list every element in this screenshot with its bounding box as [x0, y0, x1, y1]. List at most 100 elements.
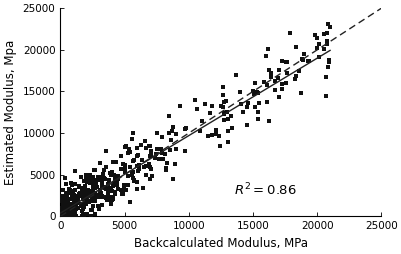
Point: [93, 180, 99, 184]
Point: [58, 214, 65, 218]
Point: [103, 198, 110, 202]
Point: [261, 54, 268, 58]
Point: [114, 187, 121, 191]
Point: [124, 173, 131, 178]
Point: [64, 214, 71, 218]
Point: [70, 214, 77, 218]
Point: [91, 199, 98, 203]
Point: [77, 204, 84, 208]
Point: [315, 42, 321, 46]
Point: [59, 214, 65, 218]
Point: [81, 205, 87, 209]
Point: [134, 187, 140, 191]
Point: [93, 195, 99, 199]
Point: [81, 195, 88, 199]
Point: [90, 186, 97, 190]
Point: [63, 214, 70, 218]
Point: [70, 193, 77, 197]
Point: [104, 182, 111, 186]
Point: [296, 69, 302, 73]
Point: [79, 188, 86, 193]
Point: [163, 161, 170, 165]
Point: [146, 144, 152, 148]
Point: [68, 197, 75, 201]
Point: [110, 160, 116, 164]
Point: [66, 214, 72, 218]
Point: [98, 184, 105, 188]
Point: [131, 179, 137, 183]
Point: [237, 102, 244, 106]
Point: [99, 182, 105, 186]
Point: [119, 192, 126, 196]
Point: [313, 46, 320, 50]
Point: [274, 76, 281, 80]
Point: [58, 214, 65, 218]
Point: [63, 201, 69, 205]
Point: [111, 175, 118, 179]
Point: [243, 105, 249, 109]
Point: [61, 214, 67, 218]
Point: [83, 199, 89, 203]
Point: [65, 202, 72, 206]
Point: [99, 172, 105, 177]
Point: [253, 90, 260, 94]
Point: [130, 159, 136, 163]
Point: [95, 175, 101, 179]
Point: [64, 200, 70, 204]
Point: [109, 169, 115, 173]
Point: [78, 192, 85, 196]
Point: [65, 214, 71, 218]
Point: [237, 90, 243, 94]
Point: [86, 190, 93, 195]
Point: [212, 132, 219, 136]
Point: [68, 190, 75, 195]
Point: [79, 204, 85, 208]
Point: [134, 180, 140, 184]
Point: [85, 180, 92, 184]
Point: [112, 190, 118, 195]
Point: [77, 202, 84, 206]
Point: [162, 166, 169, 170]
Point: [59, 214, 65, 218]
Point: [128, 173, 135, 178]
Point: [208, 133, 215, 137]
Point: [113, 183, 120, 187]
Point: [221, 118, 227, 122]
Point: [82, 176, 89, 180]
Point: [130, 176, 136, 180]
Point: [168, 138, 174, 142]
Point: [61, 211, 67, 215]
Point: [65, 206, 71, 210]
Point: [104, 193, 111, 197]
Point: [70, 214, 76, 218]
Point: [79, 214, 85, 218]
Point: [120, 183, 127, 187]
Point: [87, 214, 93, 218]
Point: [80, 186, 86, 190]
Point: [165, 114, 171, 118]
Point: [69, 214, 75, 218]
Point: [239, 109, 245, 114]
Point: [243, 123, 249, 127]
Point: [67, 205, 74, 210]
Point: [152, 152, 159, 156]
Point: [63, 198, 69, 202]
Point: [75, 185, 82, 189]
Point: [298, 56, 304, 60]
Point: [254, 117, 260, 121]
Point: [130, 131, 136, 135]
Point: [58, 214, 65, 218]
Point: [106, 195, 113, 199]
Point: [80, 207, 86, 211]
Point: [220, 111, 227, 115]
Point: [58, 194, 65, 198]
Point: [140, 186, 146, 190]
Point: [89, 176, 96, 180]
Point: [59, 198, 65, 202]
Point: [87, 173, 93, 177]
Point: [137, 143, 144, 147]
Point: [87, 214, 94, 218]
Point: [304, 58, 311, 62]
Point: [61, 203, 67, 207]
Point: [101, 168, 107, 172]
